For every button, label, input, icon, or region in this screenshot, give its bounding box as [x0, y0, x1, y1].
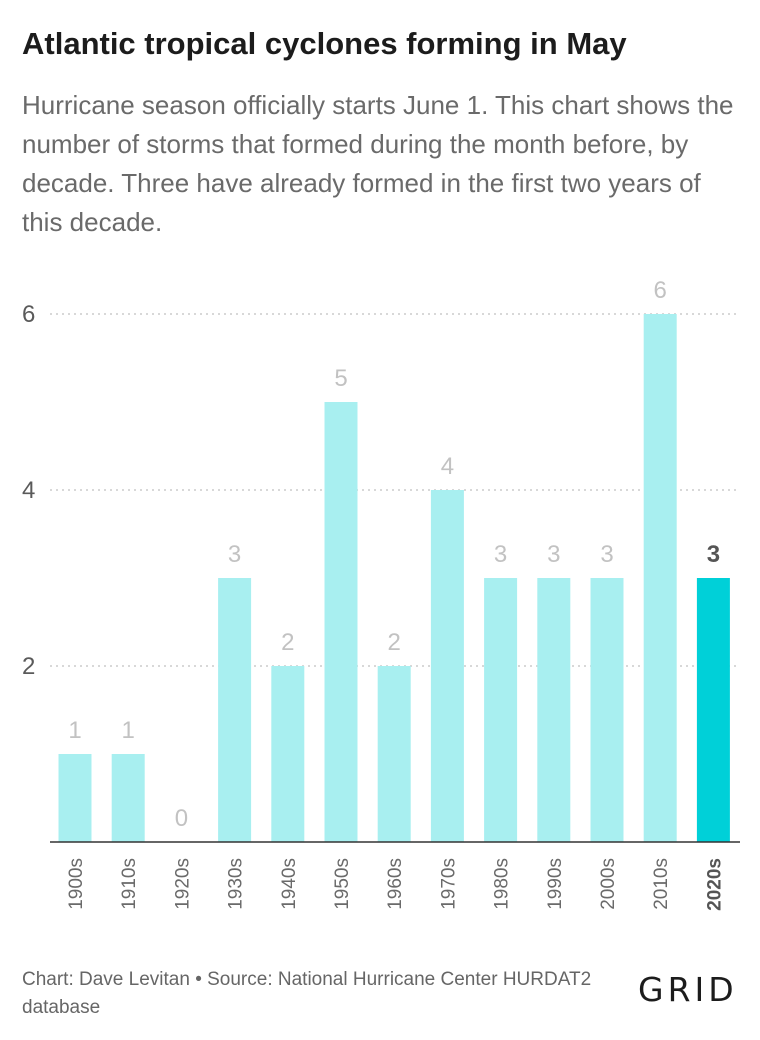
x-tick-label: 1940s	[279, 858, 300, 910]
data-label: 1	[68, 717, 81, 744]
bar	[484, 578, 518, 842]
data-label: 3	[228, 541, 241, 568]
data-label: 0	[175, 805, 188, 832]
data-label: 5	[334, 365, 347, 392]
y-tick-label: 6	[22, 301, 35, 328]
bar	[696, 578, 730, 842]
data-label: 2	[281, 629, 294, 656]
y-tick-label: 2	[22, 653, 35, 680]
data-label: 3	[494, 541, 507, 568]
data-label: 6	[654, 277, 667, 304]
x-tick-label: 1960s	[385, 858, 406, 910]
source-note: Chart: Dave Levitan • Source: National H…	[22, 969, 592, 1018]
x-tick-label: 1970s	[438, 858, 459, 910]
data-label: 4	[441, 453, 454, 480]
data-label: 2	[388, 629, 401, 656]
bar	[430, 490, 464, 842]
bar	[111, 754, 145, 842]
x-tick-label: 2000s	[598, 858, 619, 910]
x-tick-label: 1930s	[226, 858, 247, 910]
x-tick-label: 1950s	[332, 858, 353, 910]
x-tick-label: 2010s	[651, 858, 672, 910]
bar	[218, 578, 252, 842]
bar	[271, 666, 305, 842]
bar-chart: 2 4 6 1 1900s 1 1910s 0 1920s 3 1930s 2 1940s 5 1950s 2…	[22, 277, 740, 911]
x-tick-label: 2020s	[704, 858, 725, 911]
data-label: 3	[600, 541, 613, 568]
bar	[643, 314, 677, 842]
x-tick-label: 1900s	[66, 858, 87, 910]
grid-logo: GRID	[638, 970, 738, 1009]
chart-subtitle: Hurricane season officially starts June …	[22, 90, 734, 237]
data-label: 3	[707, 541, 720, 568]
x-tick-label: 1990s	[545, 858, 566, 910]
data-label: 3	[547, 541, 560, 568]
bar	[324, 402, 358, 842]
data-label: 1	[122, 717, 135, 744]
chart-title: Atlantic tropical cyclones forming in Ma…	[22, 26, 627, 61]
bar	[377, 666, 411, 842]
bar	[58, 754, 92, 842]
x-tick-label: 1980s	[492, 858, 513, 910]
x-tick-label: 1910s	[119, 858, 140, 910]
y-tick-label: 4	[22, 477, 35, 504]
bar	[590, 578, 624, 842]
x-tick-label: 1920s	[172, 858, 193, 910]
bar	[537, 578, 571, 842]
